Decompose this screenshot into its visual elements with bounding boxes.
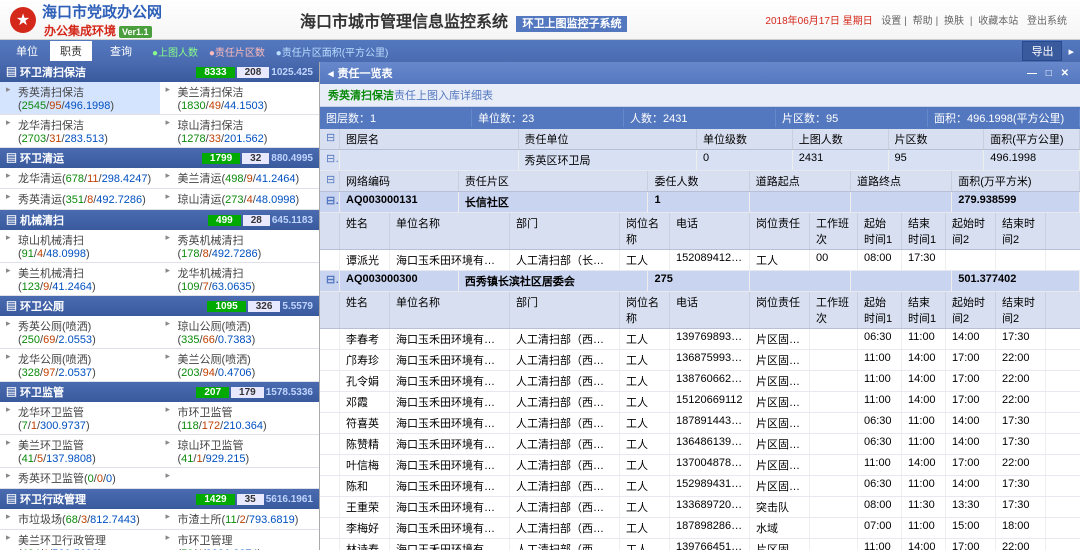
tree-item[interactable]: 龙华公厕(喷洒)(328/97/2.0537) [0, 349, 160, 382]
table-row[interactable]: 邓霞海口玉禾田环境有限公司人工清扫部（西秀镇）工人15120669112片区固定… [320, 392, 1080, 413]
section-header[interactable]: ▤ 环卫公厕10953265.5579 [0, 296, 319, 316]
tree-item[interactable]: 秀英环卫监管(0/0/0) [0, 468, 160, 489]
main-title: 海口市城市管理信息监控系统 环卫上图监控子系统 [162, 8, 765, 32]
tree-item[interactable]: 市环卫管理(50/4/2236.8874) [160, 530, 320, 550]
tree-item[interactable]: 琼山清运(273/4/48.0998) [160, 189, 320, 210]
org-row: ⊟秀英区环卫局0243195496.1998 [320, 150, 1080, 171]
tree-item[interactable]: 美兰清扫保洁(1830/49/44.1503) [160, 82, 320, 115]
tree-item[interactable]: 琼山环卫监管(41/1/929.215) [160, 435, 320, 468]
tree-item[interactable]: 琼山机械清扫(91/4/48.0998) [0, 230, 160, 263]
collapse-icon[interactable]: ▸ [1068, 45, 1074, 58]
toolbar: 单位 职责 查询 ●上图人数 ●责任片区数 ●责任片区面积(平方公里) 导出 ▸ [0, 40, 1080, 62]
grid-body[interactable]: ⊟AQ003000131长信社区1279.938599姓名单位名称部门岗位名称电… [320, 192, 1080, 550]
panel-titlebar: ◂ 责任一览表 — □ ✕ [320, 62, 1080, 84]
grid-head-layer: ⊟图层名责任单位单位级数上图人数片区数面积(平方公里) [320, 129, 1080, 150]
table-row[interactable]: 孔令娟海口玉禾田环境有限公司人工清扫部（西秀镇）工人13876066282片区固… [320, 371, 1080, 392]
tree-item[interactable]: 美兰环卫监管(41/5/137.9808) [0, 435, 160, 468]
tree-item[interactable]: 秀英清扫保洁(2545/95/496.1998) [0, 82, 160, 115]
tree-item[interactable]: 秀英公厕(喷洒)(250/69/2.0553) [0, 316, 160, 349]
section-header[interactable]: ▤ 机械清扫49928645.1183 [0, 210, 319, 230]
grid-band-row[interactable]: ⊟AQ003000300西秀镇长滨社区居委会275501.377402 [320, 271, 1080, 292]
section-header[interactable]: ▤ 环卫行政管理1429355616.1961 [0, 489, 319, 509]
app-header: ★ 海口市党政办公网 办公集成环境Ver1.1 海口市城市管理信息监控系统 环卫… [0, 0, 1080, 40]
maximize-icon[interactable]: □ [1046, 68, 1052, 79]
breadcrumb: 秀英清扫保洁责任上图入库详细表 [320, 84, 1080, 107]
detail-panel: ◂ 责任一览表 — □ ✕ 秀英清扫保洁责任上图入库详细表 图层数：1单位数：2… [320, 62, 1080, 550]
summary-bar: 图层数：1单位数：23人数：2431片区数：95面积：496.1998(平方公里… [320, 107, 1080, 129]
tree-item[interactable]: 秀英清运(351/8/492.7286) [0, 189, 160, 210]
grid-head-net: ⊟网络编码责任片区委任人数道路起点道路终点面积(万平方米) [320, 171, 1080, 192]
tree-item[interactable]: 美兰公厕(喷洒)(203/94/0.4706) [160, 349, 320, 382]
tree-item[interactable]: 美兰环卫行政管理(484/1/520.5692) [0, 530, 160, 550]
logo-icon: ★ [10, 7, 36, 33]
grid-band-row[interactable]: ⊟AQ003000131长信社区1279.938599 [320, 192, 1080, 213]
tree-item[interactable]: 龙华机械清扫(109/7/63.0635) [160, 263, 320, 296]
table-row[interactable]: 陈和海口玉禾田环境有限公司人工清扫部（西秀镇）工人15298943138片区固定… [320, 476, 1080, 497]
table-row[interactable]: 邝寿珍海口玉禾田环境有限公司人工清扫部（西秀镇）工人13687599362片区固… [320, 350, 1080, 371]
table-row[interactable]: 谭派光海口玉禾田环境有限公司人工清扫部（长流镇）工人15208941242工人0… [320, 250, 1080, 271]
tree-item[interactable]: 美兰机械清扫(123/9/41.2464) [0, 263, 160, 296]
tree-item[interactable]: 市渣土所(11/2/793.6819) [160, 509, 320, 530]
grid-columns: 姓名单位名称部门岗位名称电话岗位责任工作班次起始时间1结束时间1起始时间2结束时… [320, 292, 1080, 329]
table-row[interactable]: 叶信梅海口玉禾田环境有限公司人工清扫部（西秀镇）工人13700487815片区固… [320, 455, 1080, 476]
tab-duty[interactable]: 职责 [50, 41, 92, 61]
table-row[interactable]: 陈赞精海口玉禾田环境有限公司人工清扫部（西秀镇）工人13648613932片区固… [320, 434, 1080, 455]
table-row[interactable]: 李梅好海口玉禾田环境有限公司人工清扫部（西秀镇）工人18789828637水域0… [320, 518, 1080, 539]
tree-item[interactable]: 秀英机械清扫(178/8/492.7286) [160, 230, 320, 263]
grid-columns: 姓名单位名称部门岗位名称电话岗位责任工作班次起始时间1结束时间1起始时间2结束时… [320, 213, 1080, 250]
left-tree-panel: ▤ 环卫清扫保洁83332081025.425秀英清扫保洁(2545/95/49… [0, 62, 320, 550]
link-fav[interactable]: 收藏本站 [978, 16, 1018, 27]
window-controls: — □ ✕ [1024, 68, 1072, 79]
tree-item[interactable]: 市环卫监管(118/172/210.364) [160, 402, 320, 435]
site-title: 海口市党政办公网 [42, 1, 162, 22]
table-row[interactable]: 符喜英海口玉禾田环境有限公司人工清扫部（西秀镇）工人18789144351片区固… [320, 413, 1080, 434]
section-header[interactable]: ▤ 环卫清扫保洁83332081025.425 [0, 62, 319, 82]
table-row[interactable]: 李春考海口玉禾田环境有限公司人工清扫部（西秀镇）工人13976989382片区固… [320, 329, 1080, 350]
close-icon[interactable]: ✕ [1061, 68, 1069, 79]
expand-icon[interactable]: ◂ [328, 67, 334, 80]
table-row[interactable]: 林诗寿海口玉禾田环境有限公司人工清扫部（西秀镇）工人13976645172片区固… [320, 539, 1080, 550]
table-row[interactable]: 王重荣海口玉禾田环境有限公司人工清扫部（西秀镇）工人13368972052突击队… [320, 497, 1080, 518]
tab-unit[interactable]: 单位 [6, 41, 48, 61]
tree-item[interactable]: 美兰清运(498/9/41.2464) [160, 168, 320, 189]
tree-item[interactable] [160, 468, 320, 489]
header-links: 2018年06月17日 星期日 设置| 帮助| 换肤 | 收藏本站 登出系统 [765, 12, 1070, 27]
tree-item[interactable]: 龙华清运(678/11/298.4247) [0, 168, 160, 189]
link-logout[interactable]: 登出系统 [1027, 16, 1067, 27]
link-help[interactable]: 帮助 [913, 16, 933, 27]
tree-item[interactable]: 市垃圾场(68/3/812.7443) [0, 509, 160, 530]
tree-item[interactable]: 琼山公厕(喷洒)(335/66/0.7383) [160, 316, 320, 349]
link-settings[interactable]: 设置 [881, 16, 901, 27]
minimize-icon[interactable]: — [1027, 68, 1037, 79]
legend: ●上图人数 ●责任片区数 ●责任片区面积(平方公里) [152, 44, 396, 59]
subsystem-tag: 环卫上图监控子系统 [516, 16, 627, 32]
site-subtitle: 办公集成环境Ver1.1 [44, 22, 162, 39]
site-brand: 海口市党政办公网 办公集成环境Ver1.1 [42, 1, 162, 39]
tree-item[interactable]: 龙华环卫监管(7/1/300.9737) [0, 402, 160, 435]
tree-item[interactable]: 琼山清扫保洁(1278/33/201.562) [160, 115, 320, 148]
section-header[interactable]: ▤ 环卫清运179932880.4995 [0, 148, 319, 168]
link-skin[interactable]: 换肤 [944, 16, 964, 27]
tree-item[interactable]: 龙华清扫保洁(2703/31/283.513) [0, 115, 160, 148]
section-header[interactable]: ▤ 环卫监管2071791578.5336 [0, 382, 319, 402]
tab-query[interactable]: 查询 [100, 41, 142, 61]
export-button[interactable]: 导出 [1022, 41, 1062, 61]
